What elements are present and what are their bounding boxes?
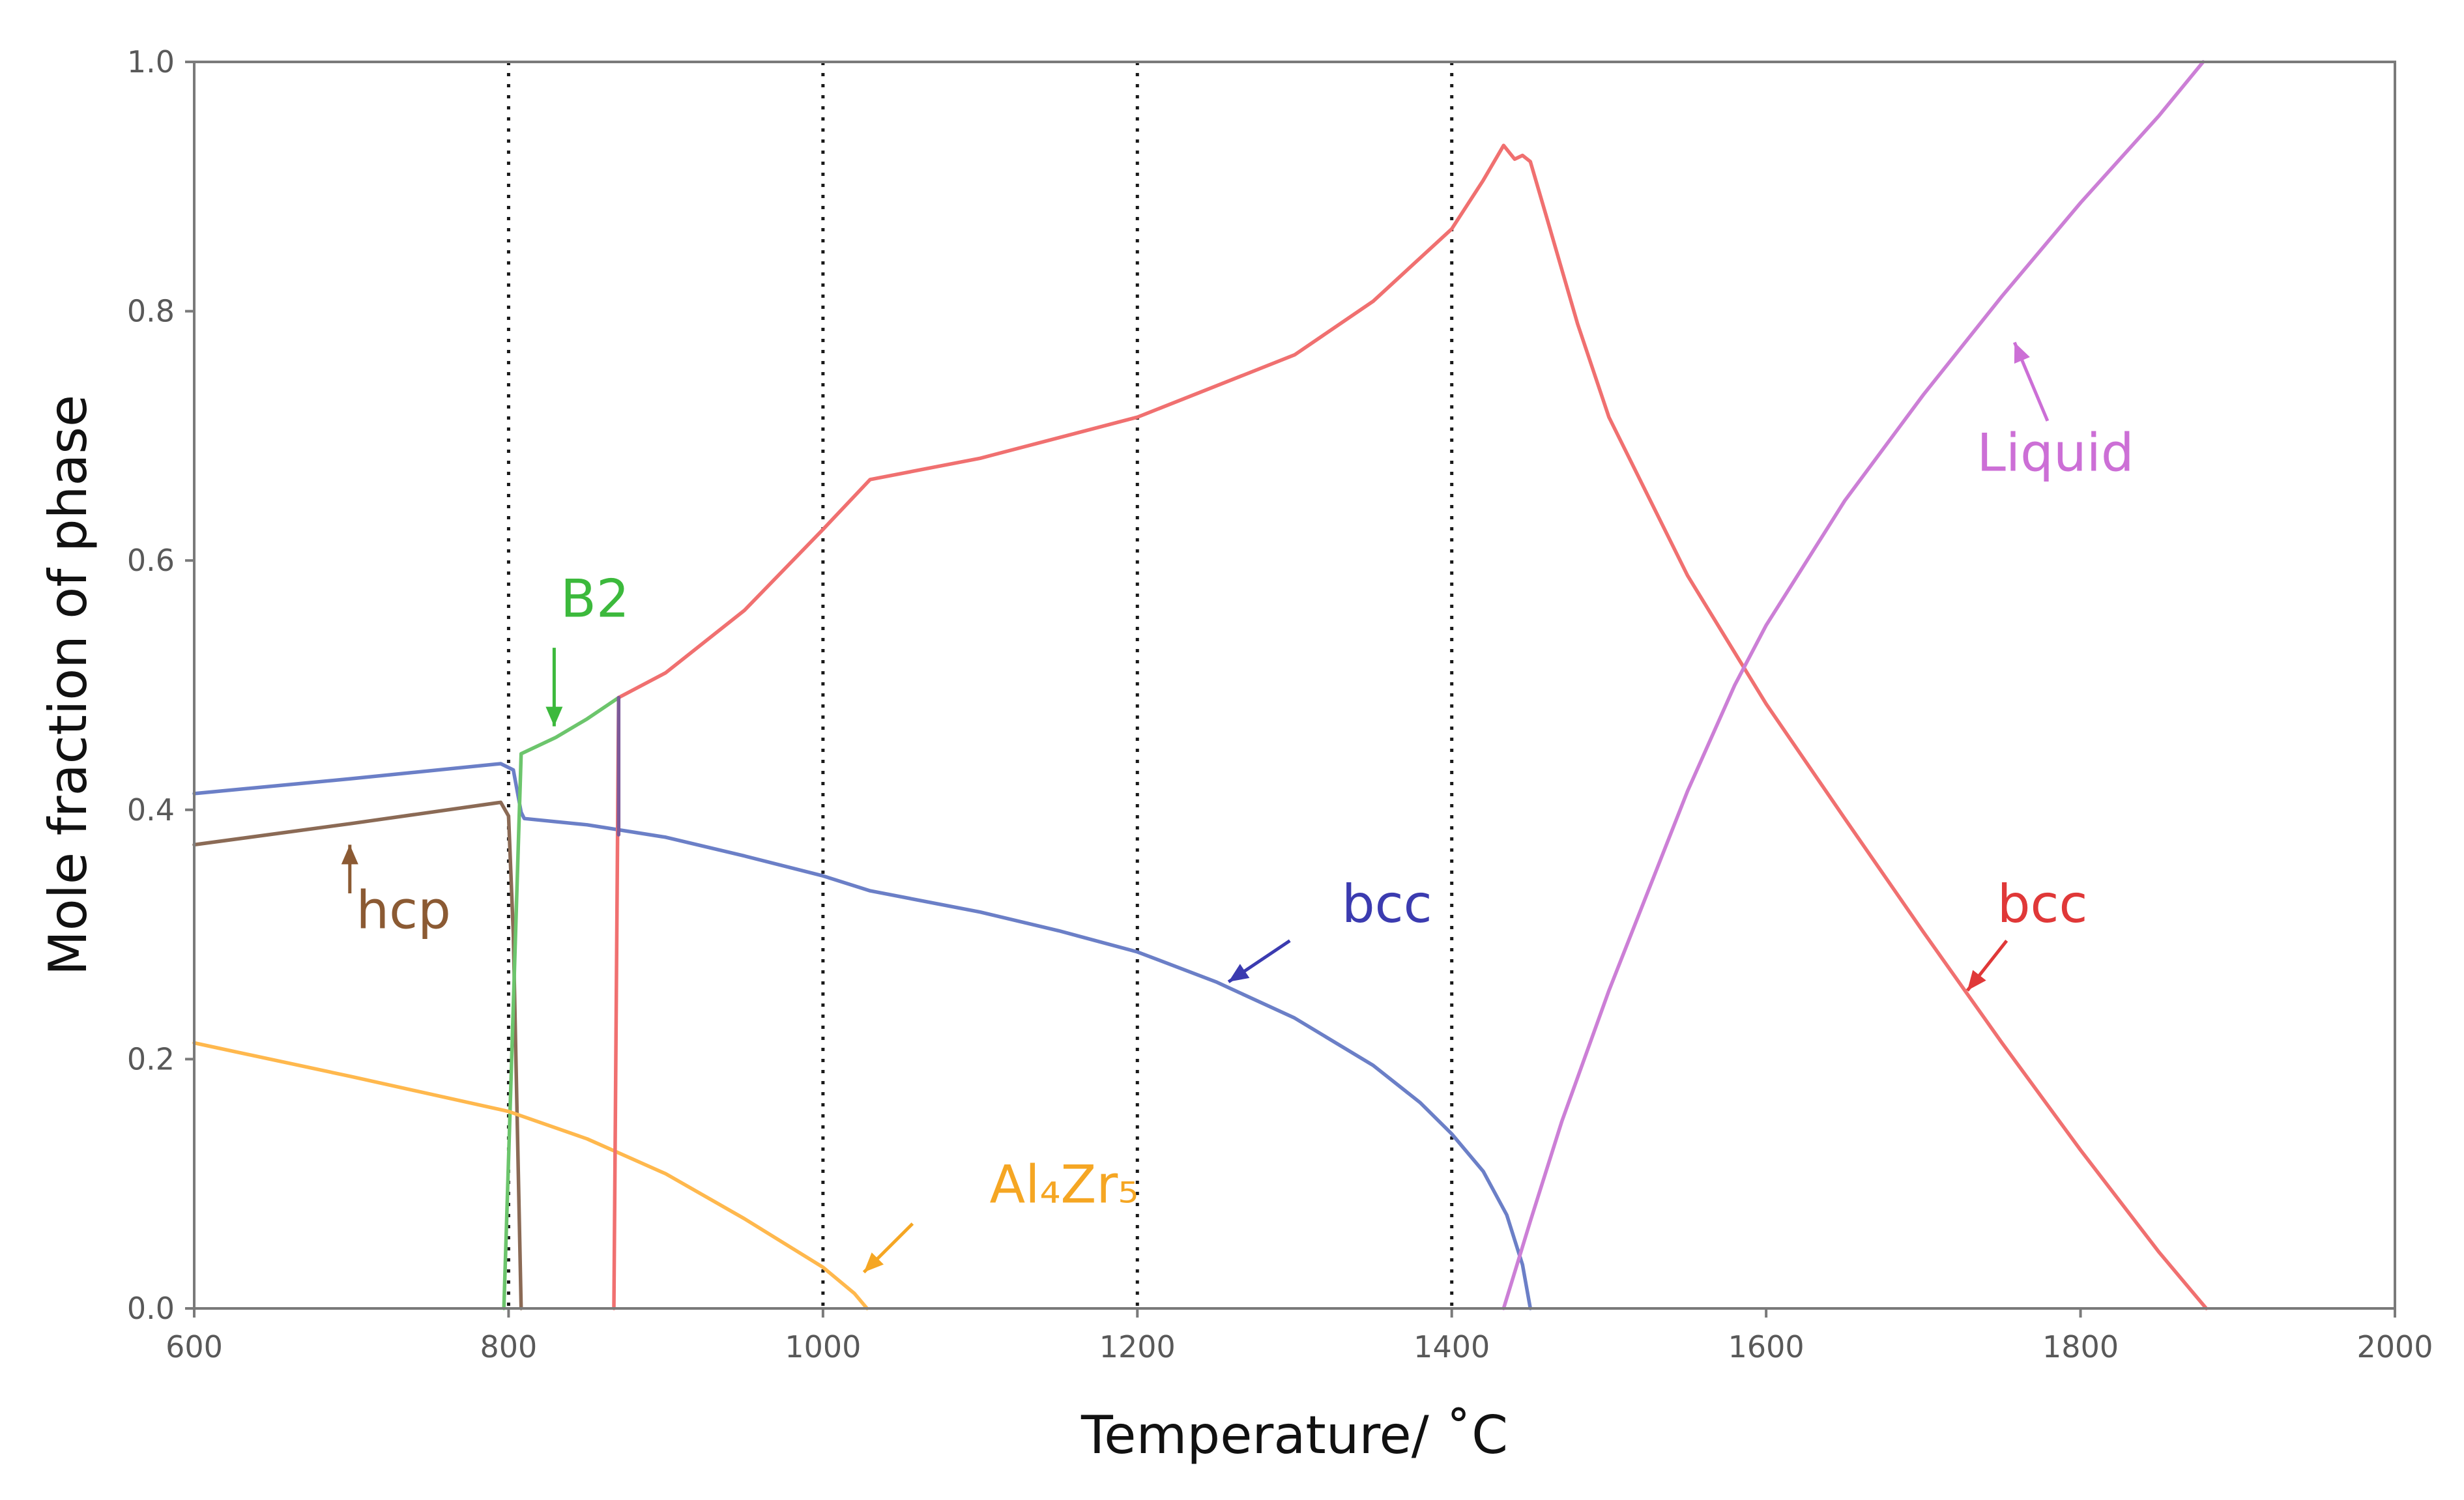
x-axis-title: Temperature/ ˚C bbox=[1080, 1405, 1508, 1465]
annotation-arrowhead-liquid-cc6fd6 bbox=[2014, 342, 2030, 364]
annotation-label-al-zr-f5a623: Al₄Zr₅ bbox=[990, 1154, 1139, 1215]
reference-lines bbox=[506, 62, 1454, 1308]
y-tick-label: 0.6 bbox=[127, 543, 175, 578]
x-tick-label: 2000 bbox=[2356, 1329, 2433, 1364]
x-tick-label: 1200 bbox=[1099, 1329, 1176, 1364]
x-tick-label: 1800 bbox=[2042, 1329, 2119, 1364]
annotation-layer: B2 hcp bcc bcc Liquid Al₄Zr₅ bbox=[341, 341, 2134, 1274]
series-line-b2 bbox=[502, 695, 621, 1310]
ticks-layer: 600 800 1000 1200 1400 1600 1800 2000 0.0 0.2 0.4 0… bbox=[127, 44, 2433, 1364]
x-tick-label: 1600 bbox=[1728, 1329, 1805, 1364]
x-tick-label: 1400 bbox=[1413, 1329, 1490, 1364]
y-tick-label: 0.0 bbox=[127, 1291, 175, 1326]
annotation-label-liquid-cc6fd6: Liquid bbox=[1977, 422, 2134, 483]
annotation-arrowhead-hcp-8b5a33 bbox=[341, 844, 358, 865]
y-tick-label: 0.4 bbox=[127, 792, 175, 828]
y-axis-title: Mole fraction of phase bbox=[38, 395, 98, 976]
y-tick-label: 0.8 bbox=[127, 294, 175, 329]
plot-frame bbox=[193, 61, 2396, 1310]
x-tick-label: 600 bbox=[166, 1329, 223, 1364]
y-tick-label: 1.0 bbox=[127, 44, 175, 79]
x-tick-label: 800 bbox=[480, 1329, 538, 1364]
series-layer bbox=[192, 60, 2209, 1310]
annotation-label-b2-3cb93c: B2 bbox=[560, 568, 630, 629]
annotation-arrowhead-bcc-3b3bb0 bbox=[1228, 964, 1250, 982]
annotation-label-bcc-e03838: bcc bbox=[1997, 874, 2088, 934]
annotation-label-bcc-3b3bb0: bcc bbox=[1342, 874, 1432, 934]
x-tick-label: 1000 bbox=[785, 1329, 861, 1364]
annotation-label-hcp-8b5a33: hcp bbox=[356, 880, 450, 941]
series-line-al4zr5 bbox=[192, 1041, 869, 1310]
annotation-arrowhead-bcc-e03838 bbox=[1967, 970, 1986, 991]
y-tick-label: 0.2 bbox=[127, 1041, 175, 1076]
series-line-bcc-high-t-red bbox=[612, 143, 2209, 1310]
annotation-arrowhead-b2-3cb93c bbox=[545, 706, 563, 727]
series-line-liquid bbox=[1501, 60, 2205, 1310]
annotation-arrowhead-al-zr-f5a623 bbox=[863, 1252, 884, 1273]
